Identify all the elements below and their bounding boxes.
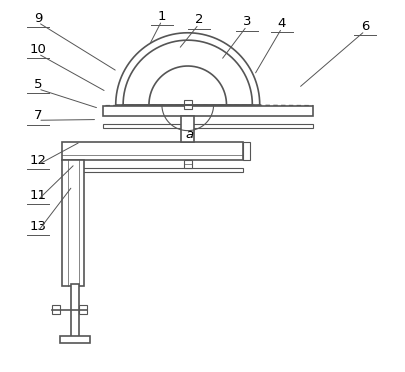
Text: 11: 11 — [30, 189, 47, 202]
Bar — [62, 142, 243, 160]
Text: 9: 9 — [34, 12, 43, 25]
Text: 5: 5 — [34, 78, 43, 91]
Bar — [60, 336, 90, 343]
Bar — [184, 160, 192, 168]
Bar — [184, 100, 192, 109]
Bar — [62, 160, 84, 286]
Bar — [71, 284, 79, 341]
Text: 12: 12 — [30, 154, 47, 167]
Bar — [181, 116, 194, 142]
Text: 7: 7 — [34, 109, 43, 122]
Text: a: a — [185, 128, 194, 141]
Text: 3: 3 — [243, 15, 251, 28]
Bar — [62, 167, 243, 172]
Text: 13: 13 — [30, 220, 47, 233]
Text: 1: 1 — [158, 10, 166, 23]
Text: 2: 2 — [194, 13, 203, 26]
Text: 10: 10 — [30, 43, 47, 56]
Text: 4: 4 — [278, 17, 286, 30]
Bar — [243, 142, 251, 160]
Bar — [79, 305, 87, 314]
Text: 6: 6 — [361, 20, 369, 33]
Bar — [52, 305, 60, 314]
Bar — [103, 124, 313, 128]
Bar — [103, 106, 313, 116]
